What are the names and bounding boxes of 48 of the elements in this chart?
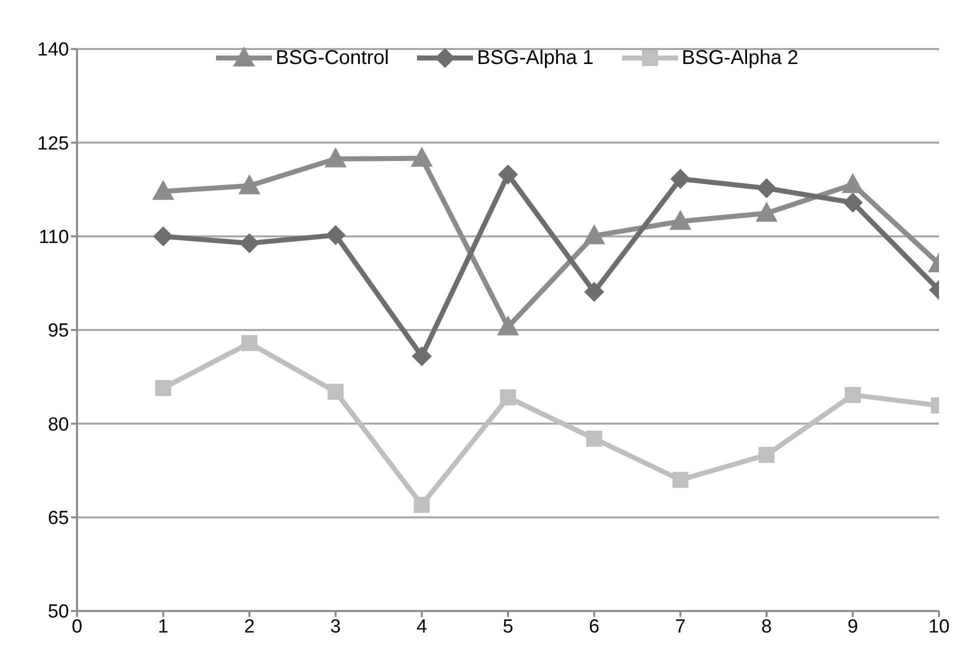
y-tick-label: 65 [48,508,69,530]
x-tick-label: 1 [158,616,168,638]
point [758,446,775,463]
point [672,472,688,488]
point [410,146,433,167]
x-tick-label: 6 [588,616,600,638]
legend-label: BSG-Control [276,46,389,70]
y-tick-label: 80 [48,414,69,436]
point [584,282,604,302]
point [155,380,172,396]
point [756,202,778,222]
point [239,233,260,254]
x-tick-label: 2 [244,616,255,638]
legend-label: BSG-Alpha 2 [682,46,798,70]
y-tick-label: 95 [48,320,69,342]
point [842,192,863,213]
point [497,315,519,336]
y-tick-label: 125 [37,133,69,154]
y-tick-label: 50 [48,602,69,623]
point [412,346,432,366]
legend-label: BSG-Alpha 1 [476,46,594,70]
point [152,180,174,200]
point [842,173,864,194]
point [500,389,516,406]
x-tick-label: 7 [675,616,686,638]
y-tick-label: 110 [38,227,69,248]
point [586,430,602,447]
x-tick-label: 10 [928,616,950,638]
point [324,147,347,168]
y-tick-label: 140 [37,40,69,61]
point [669,210,692,230]
point [670,168,690,189]
x-tick-label: 4 [416,616,428,638]
point [498,164,518,185]
point [241,335,258,352]
point [583,224,606,244]
point [844,386,861,403]
point [414,496,430,513]
point [756,178,777,198]
x-tick-label: 0 [72,616,82,638]
x-tick-label: 5 [502,616,514,638]
point [328,384,344,400]
x-tick-label: 3 [330,616,341,638]
x-tick-label: 8 [761,616,772,638]
point [238,174,260,194]
point [153,226,174,246]
x-tick-label: 9 [848,616,858,638]
point [326,225,346,246]
